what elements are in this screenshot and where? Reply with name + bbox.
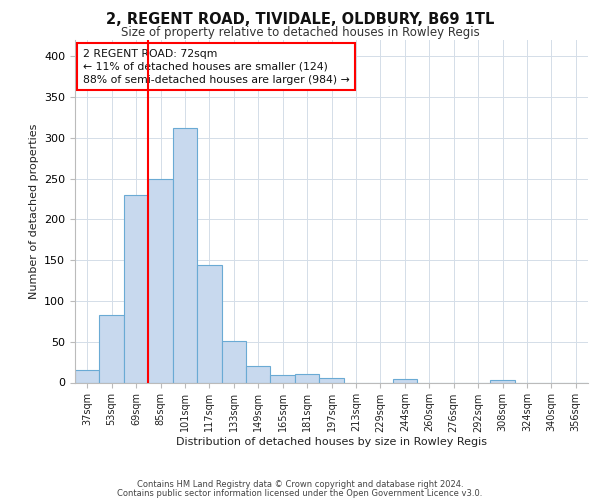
Text: 2, REGENT ROAD, TIVIDALE, OLDBURY, B69 1TL: 2, REGENT ROAD, TIVIDALE, OLDBURY, B69 1… xyxy=(106,12,494,28)
Bar xyxy=(124,195,148,382)
X-axis label: Distribution of detached houses by size in Rowley Regis: Distribution of detached houses by size … xyxy=(176,437,487,447)
Bar xyxy=(100,315,124,382)
Bar xyxy=(221,341,246,382)
Bar xyxy=(319,378,344,382)
Bar xyxy=(75,370,100,382)
Text: 2 REGENT ROAD: 72sqm
← 11% of detached houses are smaller (124)
88% of semi-deta: 2 REGENT ROAD: 72sqm ← 11% of detached h… xyxy=(83,48,349,85)
Bar xyxy=(295,374,319,382)
Bar xyxy=(271,375,295,382)
Bar xyxy=(490,380,515,382)
Bar xyxy=(148,178,173,382)
Y-axis label: Number of detached properties: Number of detached properties xyxy=(29,124,38,299)
Bar xyxy=(392,379,417,382)
Bar xyxy=(173,128,197,382)
Bar xyxy=(246,366,271,382)
Text: Size of property relative to detached houses in Rowley Regis: Size of property relative to detached ho… xyxy=(121,26,479,39)
Bar xyxy=(197,265,221,382)
Text: Contains public sector information licensed under the Open Government Licence v3: Contains public sector information licen… xyxy=(118,488,482,498)
Text: Contains HM Land Registry data © Crown copyright and database right 2024.: Contains HM Land Registry data © Crown c… xyxy=(137,480,463,489)
